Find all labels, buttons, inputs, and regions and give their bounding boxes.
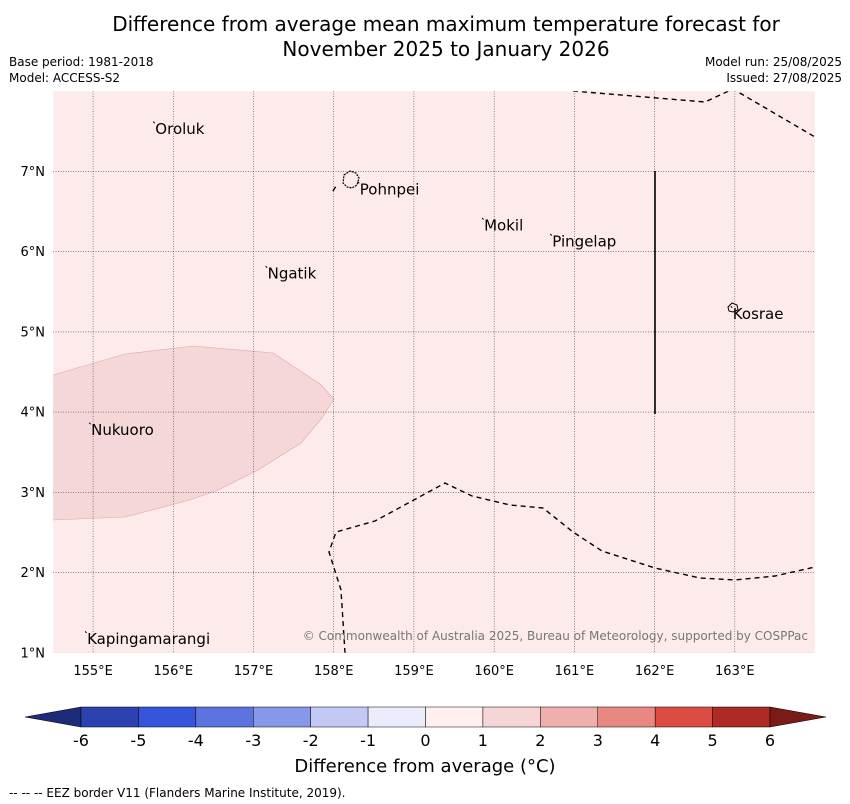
longitude-tick-label: 162°E [635, 664, 675, 679]
colorbar-swatch [540, 706, 599, 728]
colorbar-swatch [654, 706, 713, 728]
eez-borders [328, 91, 815, 653]
colorbar-swatch [195, 706, 254, 728]
place-marker [481, 217, 484, 220]
pohnpei-island-outline [342, 170, 360, 189]
place-marker [88, 422, 91, 425]
latitude-tick-label: 4°N [21, 406, 46, 421]
longitude-tick-label: 157°E [234, 664, 274, 679]
colorbar-under-extension [24, 706, 82, 728]
latitude-labels: 1°N 2°N 3°N 4°N 5°N 6°N 7°N [21, 165, 46, 662]
meta-right: Model run: 25/08/2025 Issued: 27/08/2025 [705, 54, 842, 86]
latitude-tick-label: 5°N [21, 325, 46, 340]
place-label: Nukuoro [91, 421, 154, 439]
map-title: Difference from average mean maximum tem… [40, 12, 850, 62]
longitude-tick-label: 161°E [555, 664, 595, 679]
place-marker [84, 631, 87, 634]
colorbar-swatch [138, 706, 197, 728]
colorbar-tick-label: -2 [303, 731, 319, 750]
colorbar-tick-label: 6 [765, 731, 775, 750]
colorbar-tick-label: -4 [188, 731, 204, 750]
place-label: Pingelap [552, 233, 616, 251]
copyright-notice: © Commonwealth of Australia 2025, Bureau… [303, 629, 808, 643]
place-labels: Oroluk Pohnpei Mokil Pingelap Ngatik Kosrae Nu… [87, 120, 783, 648]
eez-footnote: -- -- -- EEZ border V11 (Flanders Marine… [9, 786, 346, 800]
colorbar-swatch [253, 706, 311, 728]
latitude-tick-label: 3°N [21, 486, 46, 501]
colorbar-tick-label: 5 [708, 731, 718, 750]
model-run: Model run: 25/08/2025 [704, 55, 842, 69]
place-label: Kosrae [733, 305, 784, 323]
longitude-tick-label: 160°E [474, 664, 514, 679]
colorbar-tick-label: -5 [130, 731, 146, 750]
issued-date: Issued: 27/08/2025 [726, 71, 842, 85]
colorbar-tick-label: 4 [650, 731, 660, 750]
kosrae-island-outline [727, 302, 739, 313]
longitude-tick-label: 159°E [394, 664, 434, 679]
warm-anomaly-region [53, 345, 335, 521]
colorbar-tick-label: -1 [360, 731, 376, 750]
forecast-map: Oroluk Pohnpei Mokil Pingelap Ngatik Kosrae Nu… [21, 90, 816, 679]
eez-border-pohnpei [332, 185, 337, 192]
colorbar-swatch [482, 706, 541, 728]
colorbar: -6 -5 -4 -3 -2 -1 0 1 2 3 4 5 6 [24, 706, 827, 750]
latitude-tick-label: 2°N [21, 566, 46, 581]
longitude-tick-label: 163°E [715, 664, 755, 679]
place-markers [84, 121, 733, 634]
place-label: Pohnpei [360, 180, 420, 198]
model-name: Model: ACCESS-S2 [9, 71, 121, 85]
latitude-tick-label: 1°N [21, 647, 46, 662]
longitude-tick-label: 156°E [154, 664, 194, 679]
place-label: Mokil [484, 217, 523, 235]
title-line-2: November 2025 to January 2026 [282, 37, 610, 61]
colorbar-swatch [310, 706, 369, 728]
colorbar-swatch [597, 706, 656, 728]
meta-left: Base period: 1981-2018 Model: ACCESS-S2 [9, 54, 154, 86]
longitude-tick-label: 155°E [73, 664, 113, 679]
place-label: Oroluk [155, 120, 204, 138]
colorbar-swatch [80, 706, 139, 728]
place-marker [730, 305, 733, 309]
place-label: Ngatik [268, 265, 317, 283]
place-marker [549, 233, 553, 236]
colorbar-swatch [425, 706, 484, 728]
colorbar-tick-label: 3 [593, 731, 603, 750]
place-marker [357, 181, 360, 184]
colorbar-tick-label: -6 [73, 731, 89, 750]
colorbar-over-extension [769, 706, 827, 728]
colorbar-tick-label: 2 [535, 731, 545, 750]
latitude-tick-label: 6°N [21, 245, 46, 260]
eez-border-south [328, 482, 815, 653]
map-frame [52, 90, 816, 654]
latitude-tick-label: 7°N [21, 165, 46, 180]
colorbar-tick-label: 1 [478, 731, 488, 750]
place-marker [265, 265, 268, 268]
base-period: Base period: 1981-2018 [9, 55, 154, 69]
longitude-labels: 155°E 156°E 157°E 158°E 159°E 160°E 161°E 162°E… [73, 664, 754, 679]
eez-border-north [572, 91, 815, 138]
longitude-tick-label: 158°E [314, 664, 354, 679]
colorbar-tick-label: -3 [245, 731, 261, 750]
colorbar-swatch [712, 706, 771, 728]
place-label: Kapingamarangi [87, 630, 210, 648]
colorbar-tick-label: 0 [420, 731, 430, 750]
title-line-1: Difference from average mean maximum tem… [112, 12, 780, 36]
colorbar-label: Difference from average (°C) [294, 756, 556, 777]
place-marker [152, 121, 156, 124]
colorbar-swatch [367, 706, 426, 728]
